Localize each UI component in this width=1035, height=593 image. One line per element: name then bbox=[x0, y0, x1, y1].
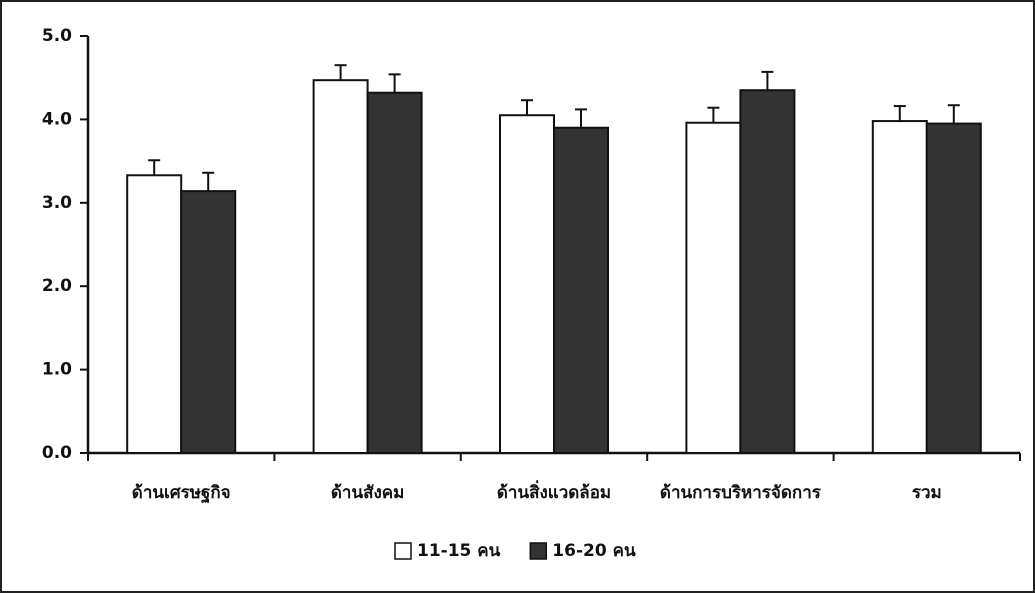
y-tick-label: 3.0 bbox=[42, 193, 72, 213]
bar bbox=[126, 174, 183, 454]
y-tick-label: 5.0 bbox=[42, 26, 72, 46]
bar bbox=[685, 121, 742, 455]
bar bbox=[499, 114, 555, 454]
legend-swatch bbox=[529, 542, 548, 560]
y-tick-label: 4.0 bbox=[42, 109, 72, 129]
x-tick-label: รวม bbox=[912, 483, 942, 503]
x-tick-label: ด้านสิ่งแวดล้อม bbox=[497, 480, 611, 503]
bar bbox=[312, 79, 369, 455]
bar bbox=[366, 91, 423, 454]
bar bbox=[553, 126, 609, 455]
y-tick-label: 1.0 bbox=[42, 360, 72, 380]
legend-label: 11-15 คน bbox=[417, 541, 501, 561]
x-tick-label: ด้านการบริหารจัดการ bbox=[660, 483, 822, 503]
bar bbox=[739, 89, 796, 455]
y-tick-label: 2.0 bbox=[42, 276, 72, 296]
legend-swatch bbox=[394, 542, 412, 560]
x-tick-label: ด้านเศรษฐกิจ bbox=[132, 483, 231, 504]
y-tick-label: 0.0 bbox=[42, 443, 72, 463]
bar bbox=[871, 120, 928, 455]
legend-label: 16-20 คน bbox=[552, 541, 636, 561]
bar bbox=[925, 122, 982, 454]
x-tick-label: ด้านสังคม bbox=[331, 483, 404, 503]
bar bbox=[180, 190, 237, 454]
